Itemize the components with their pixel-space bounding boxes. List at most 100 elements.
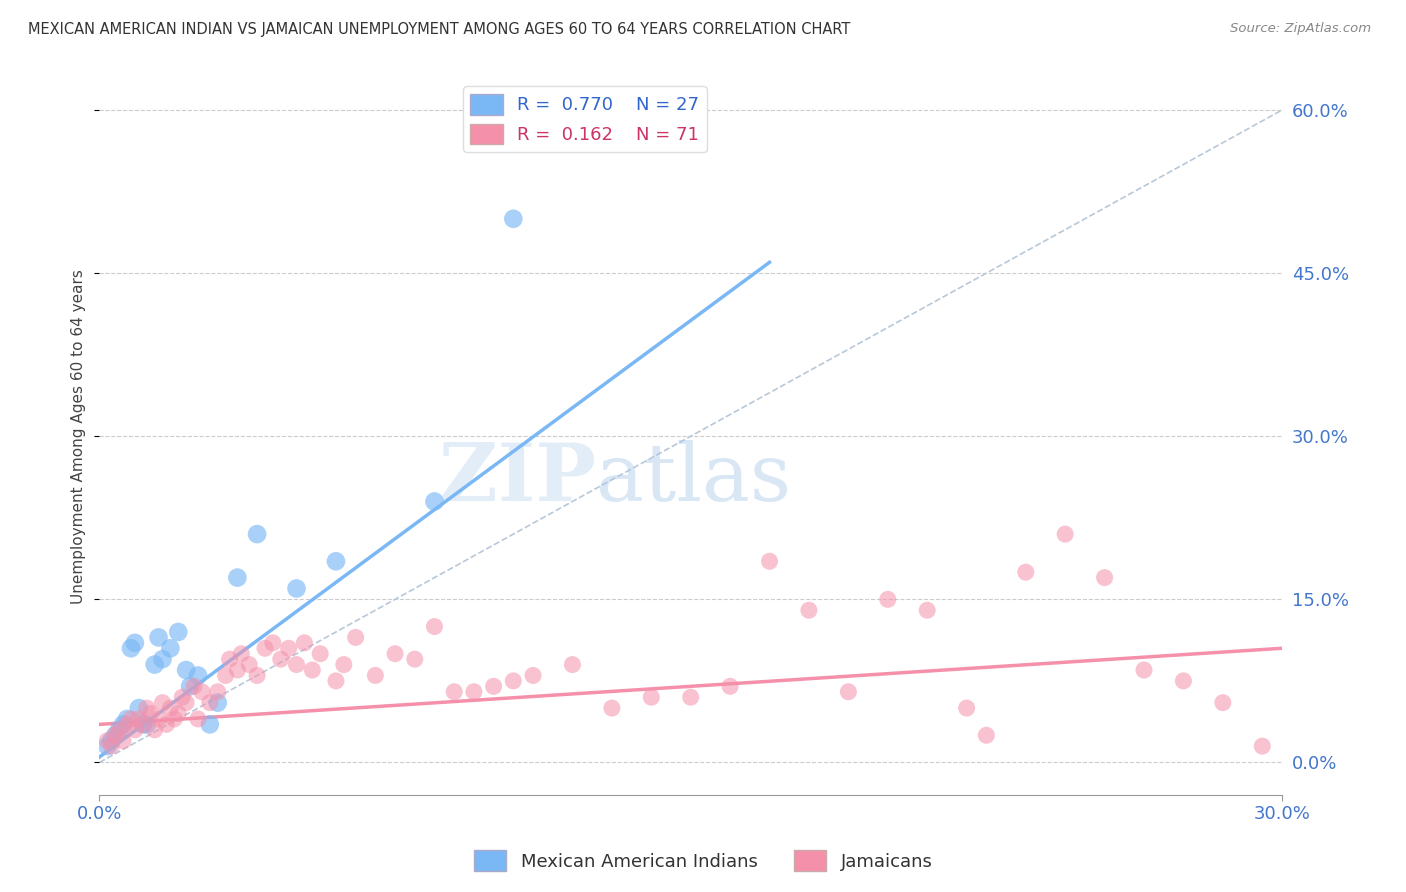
- Point: [423, 619, 446, 633]
- Point: [172, 690, 194, 705]
- Point: [1133, 663, 1156, 677]
- Legend: R =  0.770    N = 27, R =  0.162    N = 71: R = 0.770 N = 27, R = 0.162 N = 71: [463, 87, 707, 152]
- Point: [207, 696, 229, 710]
- Point: [120, 712, 142, 726]
- Point: [139, 706, 162, 721]
- Point: [112, 717, 135, 731]
- Point: [115, 712, 138, 726]
- Point: [124, 636, 146, 650]
- Point: [640, 690, 662, 705]
- Point: [344, 631, 367, 645]
- Point: [198, 717, 221, 731]
- Point: [294, 636, 316, 650]
- Point: [876, 592, 898, 607]
- Point: [238, 657, 260, 672]
- Point: [124, 723, 146, 737]
- Point: [187, 668, 209, 682]
- Point: [797, 603, 820, 617]
- Point: [167, 706, 190, 721]
- Point: [218, 652, 240, 666]
- Point: [152, 652, 174, 666]
- Point: [364, 668, 387, 682]
- Point: [96, 733, 118, 747]
- Point: [270, 652, 292, 666]
- Point: [333, 657, 356, 672]
- Point: [285, 582, 308, 596]
- Point: [1015, 565, 1038, 579]
- Point: [443, 685, 465, 699]
- Point: [226, 571, 249, 585]
- Point: [1094, 571, 1116, 585]
- Point: [285, 657, 308, 672]
- Point: [104, 728, 127, 742]
- Point: [837, 685, 859, 699]
- Point: [143, 723, 166, 737]
- Point: [1251, 739, 1274, 753]
- Point: [309, 647, 332, 661]
- Point: [108, 723, 131, 737]
- Point: [384, 647, 406, 661]
- Point: [561, 657, 583, 672]
- Point: [1173, 673, 1195, 688]
- Point: [159, 701, 181, 715]
- Point: [148, 712, 170, 726]
- Point: [159, 641, 181, 656]
- Point: [155, 717, 177, 731]
- Point: [96, 739, 118, 753]
- Point: [198, 696, 221, 710]
- Point: [163, 712, 186, 726]
- Point: [246, 527, 269, 541]
- Point: [976, 728, 998, 742]
- Point: [207, 685, 229, 699]
- Point: [152, 696, 174, 710]
- Text: Source: ZipAtlas.com: Source: ZipAtlas.com: [1230, 22, 1371, 36]
- Text: ZIP: ZIP: [439, 441, 596, 518]
- Point: [226, 663, 249, 677]
- Point: [325, 673, 347, 688]
- Point: [174, 696, 197, 710]
- Point: [423, 494, 446, 508]
- Text: atlas: atlas: [596, 441, 792, 518]
- Point: [1054, 527, 1077, 541]
- Point: [179, 679, 201, 693]
- Point: [108, 723, 131, 737]
- Point: [277, 641, 299, 656]
- Point: [502, 211, 524, 226]
- Point: [325, 554, 347, 568]
- Point: [135, 701, 157, 715]
- Point: [100, 739, 122, 753]
- Legend: Mexican American Indians, Jamaicans: Mexican American Indians, Jamaicans: [467, 843, 939, 879]
- Point: [502, 673, 524, 688]
- Point: [522, 668, 544, 682]
- Point: [301, 663, 323, 677]
- Y-axis label: Unemployment Among Ages 60 to 64 years: Unemployment Among Ages 60 to 64 years: [72, 268, 86, 604]
- Point: [132, 717, 155, 731]
- Point: [404, 652, 426, 666]
- Point: [253, 641, 276, 656]
- Point: [128, 701, 150, 715]
- Point: [262, 636, 284, 650]
- Point: [718, 679, 741, 693]
- Point: [214, 668, 236, 682]
- Point: [600, 701, 623, 715]
- Point: [148, 631, 170, 645]
- Point: [120, 641, 142, 656]
- Point: [679, 690, 702, 705]
- Point: [128, 712, 150, 726]
- Point: [1212, 696, 1234, 710]
- Point: [191, 685, 214, 699]
- Point: [132, 717, 155, 731]
- Point: [100, 733, 122, 747]
- Point: [231, 647, 253, 661]
- Point: [112, 733, 135, 747]
- Text: MEXICAN AMERICAN INDIAN VS JAMAICAN UNEMPLOYMENT AMONG AGES 60 TO 64 YEARS CORRE: MEXICAN AMERICAN INDIAN VS JAMAICAN UNEM…: [28, 22, 851, 37]
- Point: [104, 728, 127, 742]
- Point: [167, 624, 190, 639]
- Point: [915, 603, 938, 617]
- Point: [246, 668, 269, 682]
- Point: [143, 657, 166, 672]
- Point: [463, 685, 485, 699]
- Point: [135, 717, 157, 731]
- Point: [482, 679, 505, 693]
- Point: [187, 712, 209, 726]
